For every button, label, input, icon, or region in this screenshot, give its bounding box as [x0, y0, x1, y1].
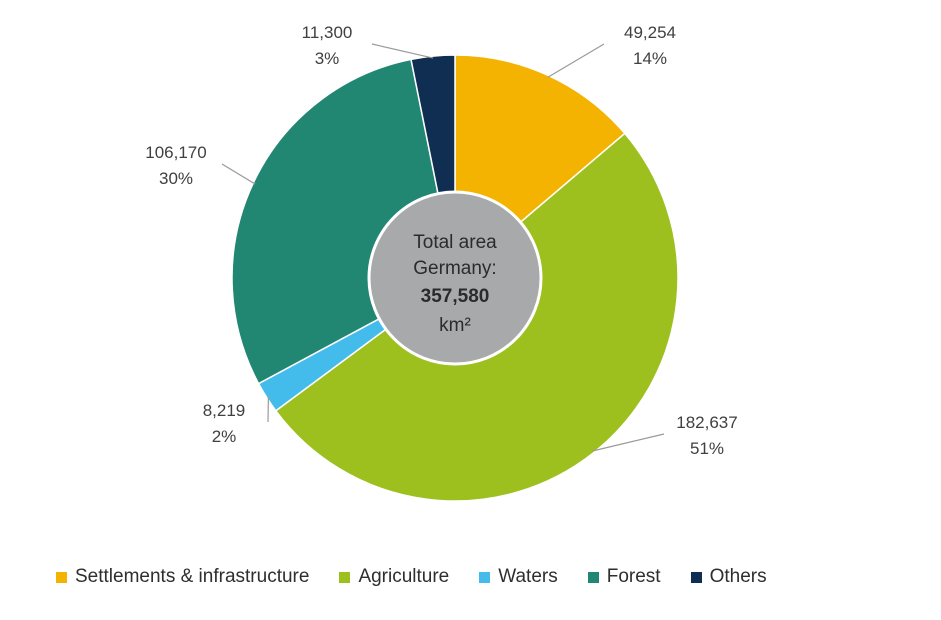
legend-item-waters: Waters [479, 566, 558, 588]
slice-labels: 49,254 14% 182,637 51% 8,219 2% 106,170 30% 11,3… [145, 23, 737, 458]
leader-line-agriculture [592, 433, 665, 452]
legend-swatch-waters [479, 571, 491, 583]
legend-swatch-settlements-infrastructure [56, 571, 67, 583]
percent-label-agriculture: 51% [690, 439, 724, 458]
percent-label-waters: 2% [212, 427, 237, 446]
center-circle [367, 190, 543, 366]
leader-line-others [371, 43, 434, 59]
legend-label-settlements-infrastructure: Settlements & infrastructure [75, 566, 310, 587]
legend-item-agriculture: Agriculture [339, 566, 449, 588]
leader-lines [221, 43, 665, 452]
legend: Settlements & infrastructure Agriculture W… [56, 566, 797, 588]
center-line-1: Total area [413, 232, 497, 253]
value-label-waters: 8,219 [203, 401, 246, 420]
center-info: Total area Germany: 357,580 km² [367, 190, 543, 366]
percent-label-forest: 30% [159, 169, 193, 188]
leader-line-settlements-infrastructure [547, 43, 605, 78]
value-label-others: 11,300 [302, 23, 353, 42]
legend-swatch-forest [587, 571, 599, 583]
value-label-forest: 106,170 [145, 143, 206, 162]
legend-item-forest: Forest [587, 566, 661, 588]
center-unit: km² [439, 315, 471, 336]
percent-label-settlements-infrastructure: 14% [633, 49, 667, 68]
legend-label-forest: Forest [606, 566, 661, 587]
legend-label-others: Others [709, 566, 767, 587]
legend-label-waters: Waters [498, 566, 558, 587]
legend-item-others: Others [690, 566, 767, 588]
legend-swatch-agriculture [339, 571, 351, 583]
legend-item-settlements-infrastructure: Settlements & infrastructure [56, 566, 309, 588]
leader-line-forest [221, 163, 256, 185]
center-total-value: 357,580 [421, 286, 490, 307]
percent-label-others: 3% [315, 49, 340, 68]
value-label-settlements-infrastructure: 49,254 [624, 23, 676, 42]
center-line-2: Germany: [413, 258, 496, 279]
legend-label-agriculture: Agriculture [358, 566, 450, 587]
legend-swatch-others [690, 571, 702, 583]
value-label-agriculture: 182,637 [676, 413, 737, 432]
